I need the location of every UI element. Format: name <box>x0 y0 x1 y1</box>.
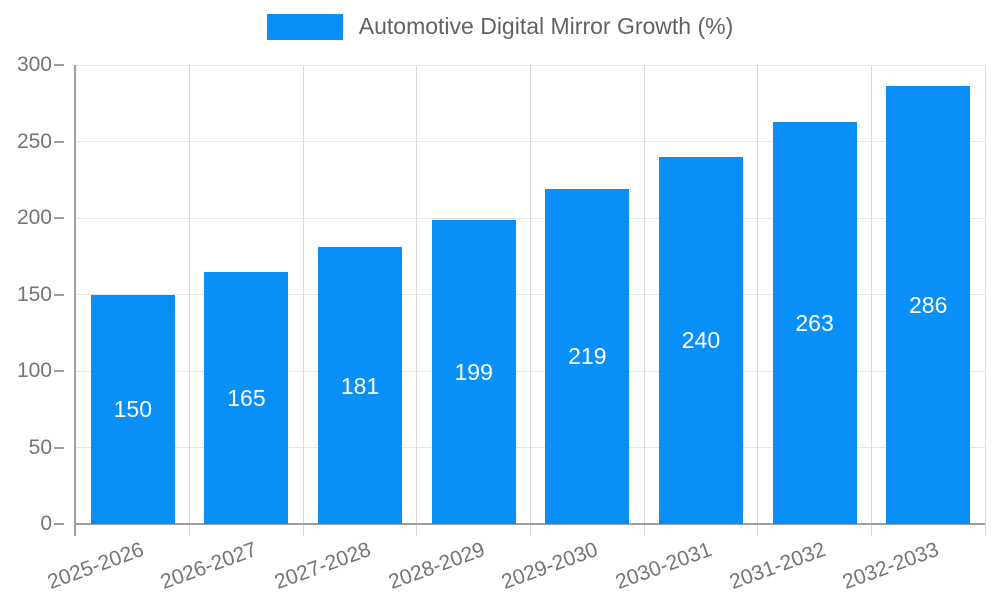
y-axis-tick-label: 0 <box>40 512 52 535</box>
gridline-vertical <box>757 65 759 524</box>
bar <box>545 188 630 524</box>
y-axis-tick <box>54 446 64 449</box>
chart-legend: Automotive Digital Mirror Growth (%) <box>0 13 1000 40</box>
gridline-vertical <box>416 65 418 524</box>
x-axis-tick <box>984 524 986 536</box>
bar-value-label: 181 <box>340 372 380 399</box>
y-axis-line <box>74 65 76 536</box>
bar-value-label: 150 <box>113 396 152 423</box>
gridline-horizontal <box>74 141 985 142</box>
y-axis-tick <box>54 370 64 372</box>
bar-value-label: 219 <box>568 343 607 370</box>
gridline-vertical <box>530 65 531 524</box>
y-axis-tick <box>54 217 64 219</box>
bar <box>318 247 403 524</box>
x-axis-tick <box>416 524 418 536</box>
bar-value-label: 240 <box>681 327 721 354</box>
gridline-horizontal <box>74 64 985 66</box>
gridline-horizontal <box>74 370 985 372</box>
bar-value-label: 286 <box>909 292 948 319</box>
gridline-vertical <box>302 65 304 524</box>
y-axis-tick-label: 250 <box>16 129 52 153</box>
y-axis-tick-label: 100 <box>16 359 52 382</box>
x-axis-tick <box>643 524 645 536</box>
bar <box>204 271 289 524</box>
x-axis-tick <box>530 524 531 536</box>
y-axis-tick <box>54 140 64 143</box>
bar-value-label: 199 <box>454 358 493 385</box>
y-axis-tick <box>54 293 64 296</box>
y-axis-tick <box>54 523 64 525</box>
gridline-horizontal <box>74 217 985 219</box>
gridline-vertical <box>643 65 645 524</box>
gridline-vertical <box>189 65 191 524</box>
gridline-horizontal <box>74 447 985 448</box>
gridline-vertical <box>984 65 986 524</box>
bar-value-label: 263 <box>795 309 834 336</box>
y-axis-tick-label: 50 <box>28 435 52 459</box>
bar-value-label: 165 <box>227 384 266 411</box>
bar-chart: 0 50 100 150 200 250 300 150 2025-2026 165 2026-20… <box>16 53 986 594</box>
x-axis-tick <box>870 524 872 536</box>
y-axis-tick-label: 200 <box>16 206 52 229</box>
bar <box>886 86 971 524</box>
y-axis-tick <box>54 64 64 66</box>
bar <box>772 121 857 524</box>
y-axis-tick-label: 150 <box>16 282 52 306</box>
x-axis-tick <box>302 524 304 536</box>
x-axis-line <box>74 523 985 525</box>
x-axis-tick <box>757 524 759 536</box>
bar <box>431 219 516 524</box>
bar <box>90 294 175 524</box>
legend-swatch <box>266 13 343 40</box>
bar <box>658 156 743 524</box>
gridline-horizontal <box>74 294 985 295</box>
legend-label: Automotive Digital Mirror Growth (%) <box>358 13 734 39</box>
gridline-vertical <box>870 65 872 524</box>
y-axis-tick-label: 300 <box>16 53 52 76</box>
x-axis-tick <box>189 524 191 536</box>
